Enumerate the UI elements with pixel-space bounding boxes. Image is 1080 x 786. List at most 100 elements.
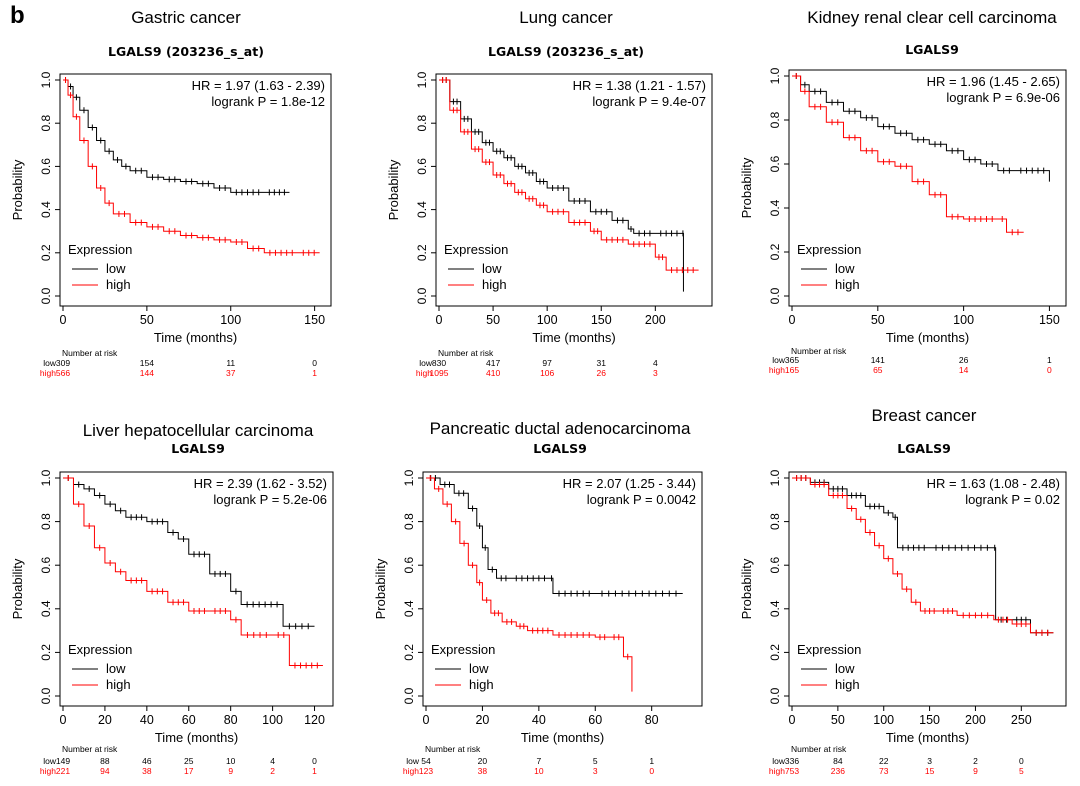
risk-row-label-low: low [43, 358, 57, 368]
hazard-ratio: HR = 1.97 (1.63 - 2.39) [192, 78, 325, 93]
chart-gene-lung: LGALS9 (203236_s_at) [488, 44, 644, 59]
hazard-ratio: HR = 1.38 (1.21 - 1.57) [573, 78, 706, 93]
chart-title-lung: Lung cancer [519, 8, 613, 27]
x-axis-label: Time (months) [886, 330, 969, 345]
x-axis-label: Time (months) [532, 330, 615, 345]
x-tick-label: 80 [645, 713, 659, 727]
risk-count-high: 38 [142, 766, 152, 776]
logrank-p: logrank P = 0.0042 [587, 492, 696, 507]
risk-count-low: 31 [597, 358, 607, 368]
y-tick-label: 0.0 [39, 287, 53, 304]
x-tick-label: 0 [60, 313, 67, 327]
chart-title-pancreatic: Pancreatic ductal adenocarcinoma [429, 419, 691, 438]
survival-curve-high [792, 477, 1054, 634]
x-tick-label: 100 [953, 313, 974, 327]
logrank-p: logrank P = 6.9e-06 [946, 90, 1060, 105]
y-tick-label: 0.6 [768, 155, 782, 172]
risk-count-low: 0 [312, 358, 317, 368]
legend-label-low: low [482, 261, 502, 276]
hazard-ratio: HR = 1.63 (1.08 - 2.48) [927, 476, 1060, 491]
risk-count-high: 38 [478, 766, 488, 776]
x-tick-label: 40 [532, 713, 546, 727]
risk-count-high: 17 [184, 766, 194, 776]
legend-label-high: high [835, 677, 860, 692]
x-tick-label: 0 [60, 713, 67, 727]
risk-count-high: 236 [831, 766, 845, 776]
risk-count-low: 417 [486, 358, 500, 368]
risk-count-high: 94 [100, 766, 110, 776]
x-tick-label: 80 [224, 713, 238, 727]
legend-title: Expression [68, 242, 132, 257]
legend-label-high: high [106, 277, 131, 292]
risk-count-low: 1 [1047, 355, 1052, 365]
risk-count-low: 336 [785, 756, 799, 766]
y-axis-label: Probability [10, 159, 25, 220]
x-tick-label: 50 [486, 313, 500, 327]
x-axis-label: Time (months) [886, 730, 969, 745]
chart-title-breast: Breast cancer [871, 406, 977, 425]
y-axis-label: Probability [739, 157, 754, 218]
y-tick-label: 1.0 [415, 71, 429, 88]
legend-title: Expression [797, 642, 861, 657]
x-tick-label: 150 [591, 313, 612, 327]
plot-frame [59, 73, 332, 307]
x-tick-label: 250 [1011, 713, 1032, 727]
risk-count-low: 97 [542, 358, 552, 368]
risk-count-high: 1 [312, 766, 317, 776]
plot-frame [422, 471, 703, 707]
y-axis-label: Probability [386, 159, 401, 220]
risk-count-high: 221 [56, 766, 70, 776]
risk-row-label-low: low [419, 358, 433, 368]
x-tick-label: 100 [262, 713, 283, 727]
y-tick-label: 0.4 [415, 201, 429, 218]
logrank-p: logrank P = 0.02 [965, 492, 1060, 507]
x-tick-label: 150 [304, 313, 325, 327]
km-plot-4: 0.0 0.2 0.4 0.6 0.8 1.0 Probability 0 20 40 60 80 Ti… [373, 469, 703, 776]
y-tick-label: 0.8 [402, 513, 416, 530]
y-tick-label: 0.2 [768, 644, 782, 661]
y-tick-label: 0.8 [39, 513, 53, 530]
legend-label-high: high [482, 277, 507, 292]
risk-count-high: 410 [486, 368, 500, 378]
risk-count-high: 144 [140, 368, 154, 378]
risk-row-label-high: high [40, 368, 56, 378]
km-plot-2: 0.0 0.2 0.4 0.6 0.8 1.0 Probability 0 50 100 150 Ti… [739, 67, 1067, 375]
y-tick-label: 0.8 [768, 513, 782, 530]
chart-title-liver: Liver hepatocellular carcinoma [82, 421, 314, 440]
risk-count-high: 123 [419, 766, 433, 776]
risk-table-title: Number at risk [62, 348, 118, 358]
plot-frame [788, 471, 1067, 707]
risk-count-high: 65 [873, 365, 883, 375]
legend-label-high: high [835, 277, 860, 292]
x-axis-label: Time (months) [154, 330, 237, 345]
hazard-ratio: HR = 2.07 (1.25 - 3.44) [563, 476, 696, 491]
plot-frame [59, 471, 334, 707]
legend-title: Expression [68, 642, 132, 657]
risk-count-low: 2 [973, 756, 978, 766]
survival-curve-high [426, 477, 633, 692]
y-tick-label: 1.0 [402, 469, 416, 486]
risk-count-high: 566 [56, 368, 70, 378]
logrank-p: logrank P = 5.2e-06 [213, 492, 327, 507]
plot-frame [435, 73, 713, 307]
y-axis-label: Probability [10, 558, 25, 619]
y-tick-label: 0.4 [39, 600, 53, 617]
legend-title: Expression [444, 242, 508, 257]
x-tick-label: 20 [98, 713, 112, 727]
plot-frame [788, 69, 1067, 307]
risk-count-high: 3 [593, 766, 598, 776]
risk-count-low: 26 [959, 355, 969, 365]
y-tick-label: 0.4 [402, 600, 416, 617]
risk-count-high: 1095 [430, 368, 449, 378]
legend-label-low: low [835, 661, 855, 676]
risk-count-low: 5 [593, 756, 598, 766]
risk-count-high: 9 [973, 766, 978, 776]
risk-count-low: 0 [312, 756, 317, 766]
chart-gene-gastric: LGALS9 (203236_s_at) [108, 44, 264, 59]
y-tick-label: 1.0 [39, 469, 53, 486]
risk-count-low: 54 [421, 756, 431, 766]
risk-table-title: Number at risk [791, 744, 847, 754]
risk-count-high: 1 [312, 368, 317, 378]
